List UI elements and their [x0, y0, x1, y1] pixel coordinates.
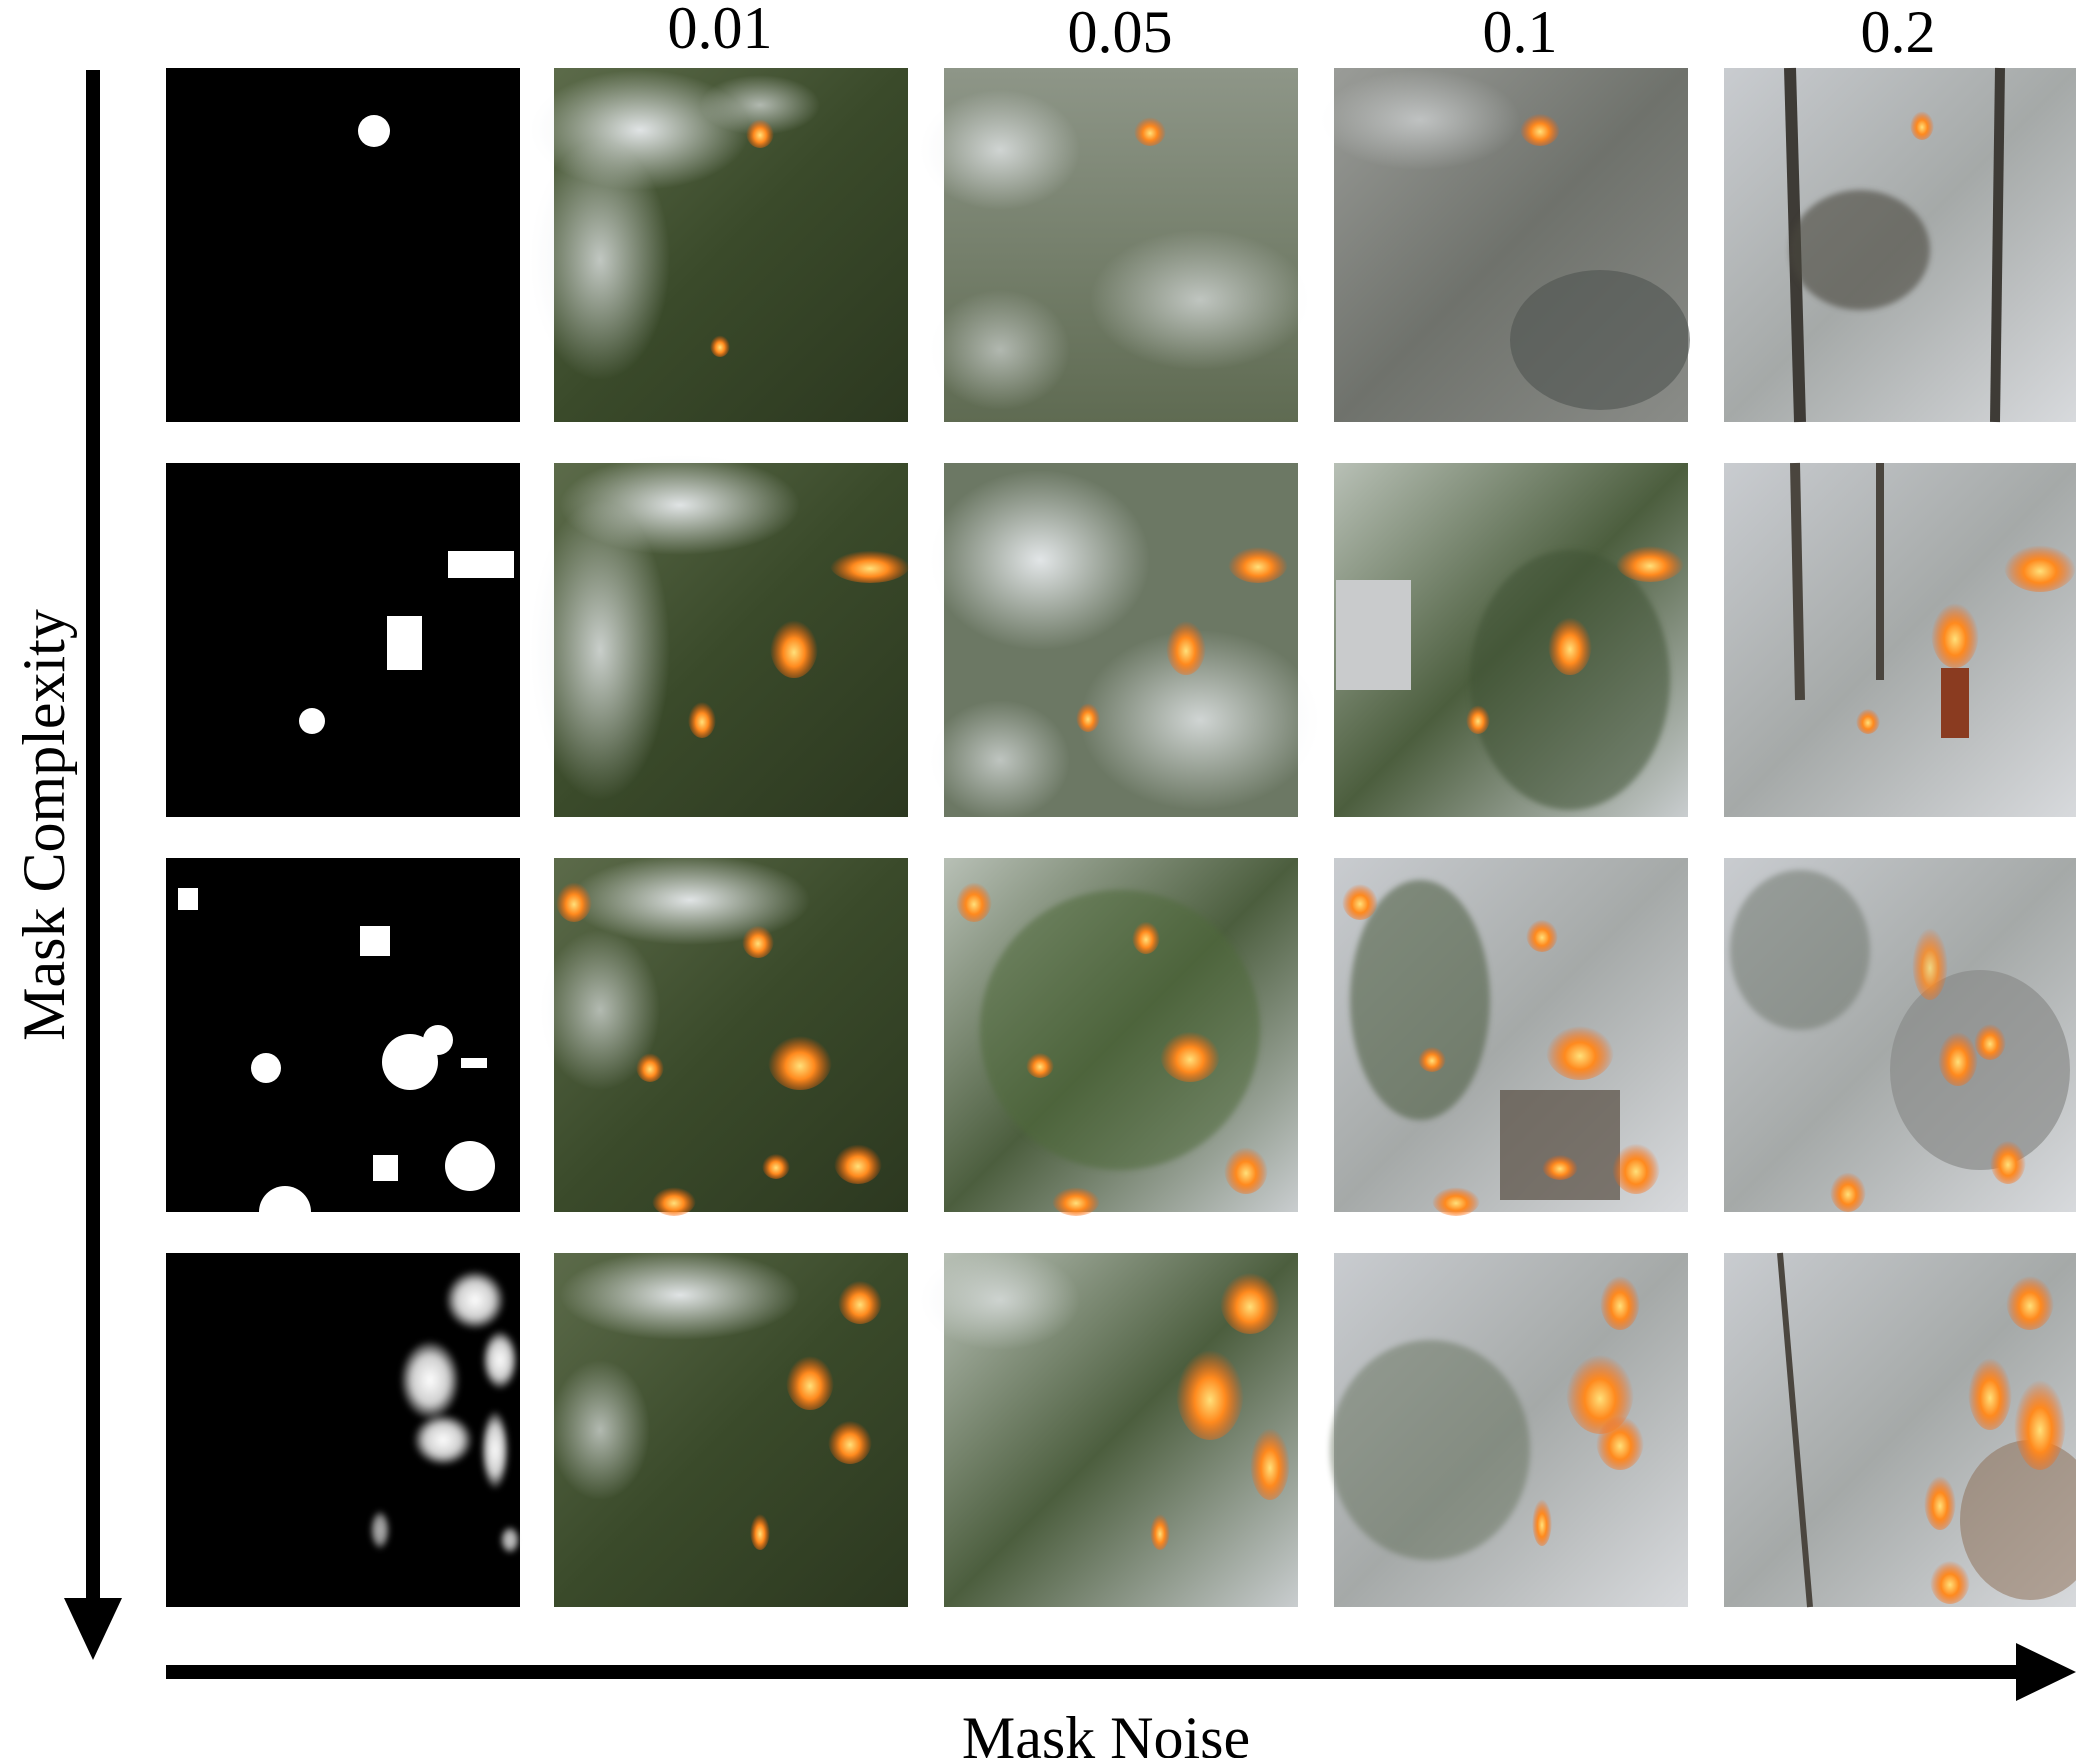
- image-aerial-forest-fire-smoke: [530, 455, 910, 817]
- image-snowy-branch-fire: [1724, 1252, 2076, 1608]
- column-label-0-01: 0.01: [668, 0, 773, 61]
- image-snowy-pine-branches-fire: [944, 858, 1298, 1216]
- image-smoky-pine-fire: [930, 463, 1320, 820]
- column-label-0-1: 0.1: [1483, 0, 1558, 65]
- column-label-0-05: 0.05: [1068, 0, 1173, 65]
- row-1: [166, 67, 2076, 423]
- mask-many-circles-squares: [166, 858, 520, 1238]
- row-2: [166, 455, 2076, 820]
- image-snowy-woodpile-fire: [1334, 858, 1688, 1216]
- image-snowy-forest-fire: [1320, 68, 1690, 422]
- image-snowy-forest-flare-fire: [1724, 462, 2076, 817]
- image-snowy-shrub-fire: [920, 1250, 1298, 1607]
- mask-circle-two-rectangles: [166, 463, 520, 817]
- y-axis-shaft: [86, 70, 100, 1610]
- row-4: [166, 1250, 2076, 1608]
- image-aerial-forest-fire-smoke: [530, 68, 908, 422]
- image-snowy-rocks-fire: [1724, 858, 2076, 1212]
- image-aerial-forest-multi-fire: [540, 855, 908, 1216]
- mask-single-circle: [166, 68, 520, 422]
- image-misty-forest-fire: [920, 68, 1310, 422]
- mask-noisy-blobs: [166, 1253, 520, 1607]
- y-axis-arrowhead: [64, 1598, 122, 1660]
- x-axis-arrowhead: [2016, 1643, 2076, 1701]
- image-snowy-tree-fire: [1724, 67, 2076, 423]
- x-axis-label: Mask Noise: [962, 1705, 1250, 1758]
- image-aerial-forest-scattered-fire: [550, 1250, 908, 1607]
- y-axis-label: Mask Complexity: [11, 609, 77, 1041]
- row-3: [166, 855, 2076, 1238]
- image-snowy-bush-fire: [1330, 1253, 1688, 1607]
- x-axis-shaft: [166, 1665, 2026, 1679]
- image-snowy-pine-cabin-fire: [1334, 463, 1688, 817]
- column-label-0-2: 0.2: [1861, 0, 1936, 65]
